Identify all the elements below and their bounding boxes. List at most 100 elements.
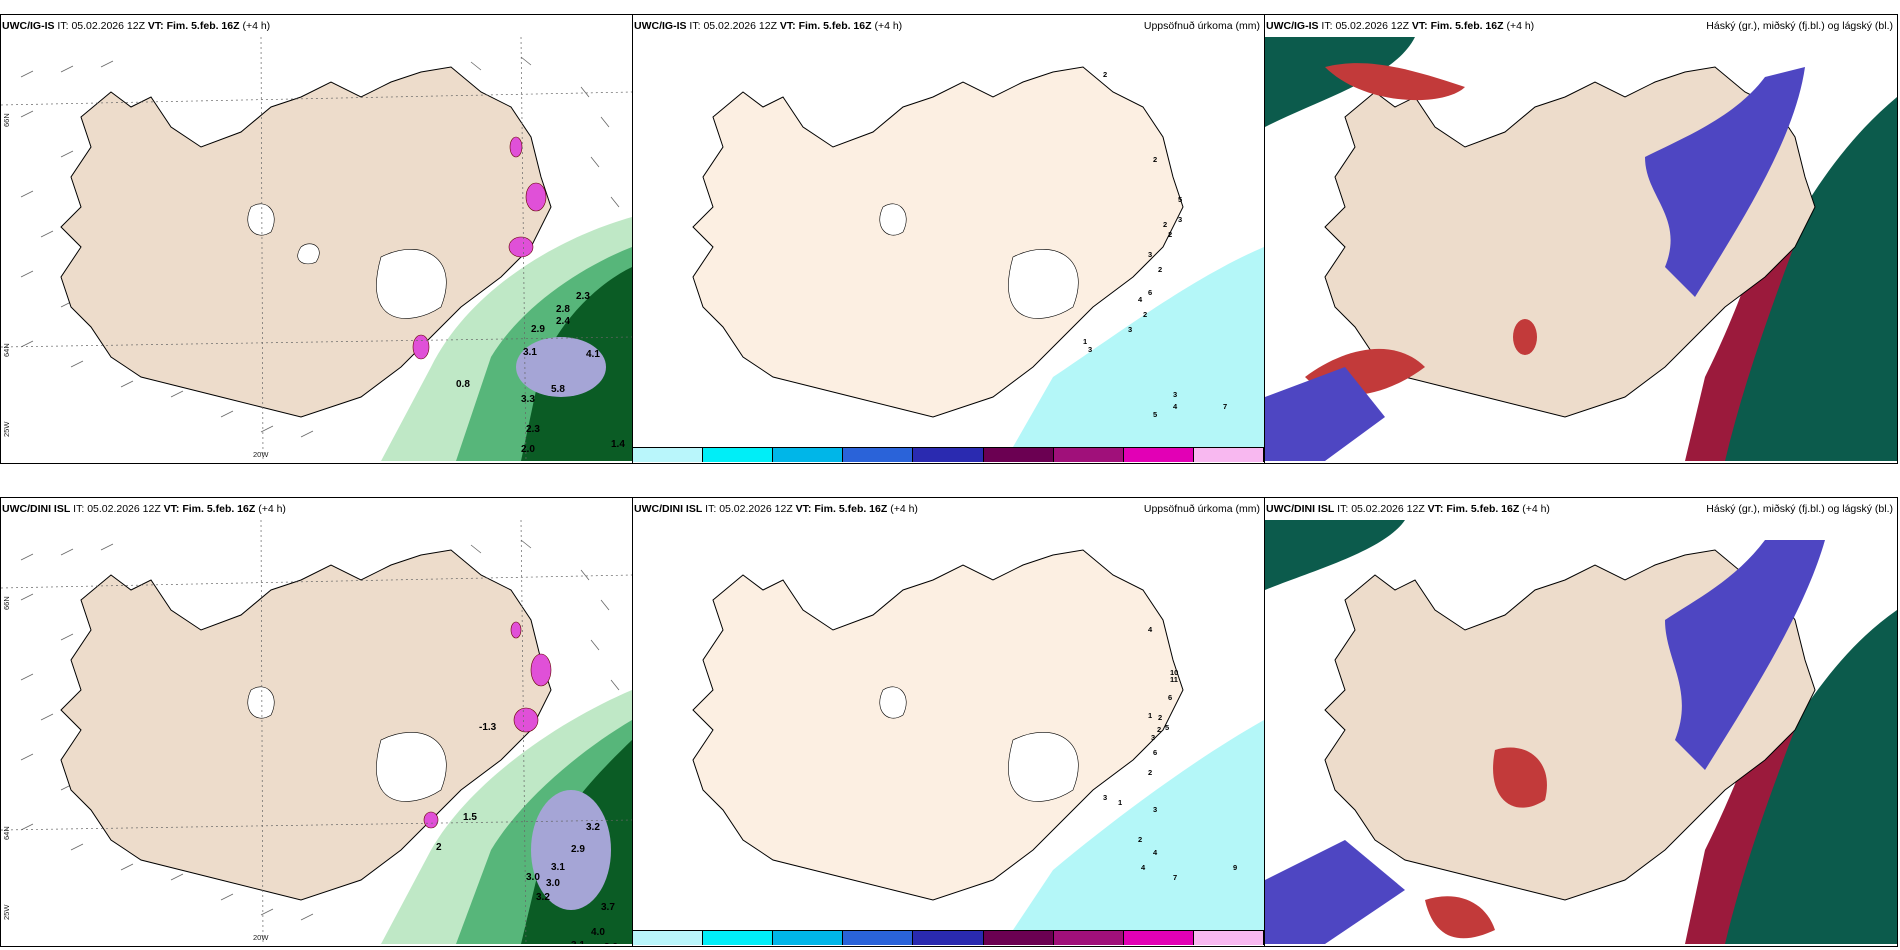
panel-header: UWC/DINI ISL IT: 05.02.2026 12Z VT: Fim.… [633, 498, 1264, 520]
temperature-label: 3.1 [523, 347, 537, 358]
cloud-red [1493, 747, 1547, 808]
cloud-map [1265, 37, 1897, 461]
cloud-mid [1265, 367, 1385, 461]
cloud-red [1425, 896, 1495, 939]
temperature-label: 2.9 [531, 324, 545, 335]
precip-label: 3 [1151, 733, 1155, 742]
snow-precip-pink [412, 136, 547, 360]
colorbar-swatch [1193, 931, 1264, 945]
precip-label: 2 [1168, 230, 1172, 239]
lat-label: 66N [2, 113, 11, 127]
lon-label: 25W [2, 421, 11, 437]
precip-label: 6 [1148, 288, 1152, 297]
colorbar-swatch [983, 448, 1054, 462]
precip-label: 3 [1173, 390, 1177, 399]
glaciers [247, 686, 447, 802]
colorbar-swatch [703, 448, 774, 462]
glaciers [247, 203, 447, 319]
precip-label: 6 [1168, 693, 1172, 702]
colorbar-swatch [1193, 448, 1264, 462]
temperature-label: 2.3 [576, 291, 590, 302]
colorbar-swatch [1123, 448, 1194, 462]
cloud-red [1325, 63, 1465, 101]
colorbar-label: 100 [980, 463, 993, 464]
colorbar-swatch [913, 448, 984, 462]
iceland-outline [692, 66, 1184, 418]
panel-header: UWC/IG-IS IT: 05.02.2026 12Z VT: Fim. 5.… [633, 15, 1264, 37]
precip-label: 1 [1148, 711, 1152, 720]
precip-label: 9 [1233, 863, 1237, 872]
colorbar-label: 25 [769, 463, 778, 464]
temperature-label: 3.2 [536, 892, 550, 903]
temperature-label: -1.3 [479, 722, 497, 733]
colorbar-label: 50 [839, 946, 848, 947]
temperature-label: 5.8 [551, 384, 565, 395]
colorbar-swatch [843, 931, 914, 945]
graticule [1, 520, 632, 944]
colorbar [633, 930, 1264, 945]
precip-label: 2 [1143, 310, 1147, 319]
precip-label: 3 [1148, 250, 1152, 259]
lon-label: 20W [253, 450, 269, 459]
temperature-label: 1.5 [463, 812, 477, 823]
temperature-label: 3.0 [604, 942, 618, 944]
cloud-mid [1645, 67, 1805, 297]
precip-label: 2 [1163, 220, 1167, 229]
lat-label: 64N [2, 826, 11, 840]
temperature-label: 4.1 [586, 349, 600, 360]
precip-label: 7 [1173, 873, 1177, 882]
row2-wind-temp-panel: UWC/DINI ISL IT: 05.02.2026 12Z VT: Fim.… [0, 497, 633, 947]
cloud-high [1265, 37, 1415, 127]
cloud-high [1705, 97, 1897, 461]
temperature-label: 3.1 [551, 862, 565, 873]
temperature-label: 3.3 [521, 394, 535, 405]
temperature-label: 2 [436, 842, 442, 853]
colorbar [633, 447, 1264, 462]
precip-label: 2 [1158, 713, 1162, 722]
wind-temp-map: 66N 64N 25W 20W -1.31.523.22.93.13.03.03… [1, 520, 632, 944]
temperature-label: 3.0 [546, 878, 560, 889]
cloud-mid [1265, 840, 1405, 944]
cloud-high [1705, 610, 1897, 944]
colorbar-label: 25 [769, 946, 778, 947]
precip-label: 5 [1165, 723, 1169, 732]
colorbar-label: 75 [909, 463, 918, 464]
lat-label: 66N [2, 596, 11, 610]
precip-label: 4 [1153, 848, 1158, 857]
cloud-red [1513, 319, 1537, 355]
colorbar-swatch [773, 448, 844, 462]
colorbar-swatch [983, 931, 1054, 945]
panel-header: UWC/IG-IS IT: 05.02.2026 12Z VT: Fim. 5.… [1, 15, 632, 37]
cloud-title: Háský (gr.), miðský (fj.bl.) og lágský (… [1706, 503, 1893, 515]
colorbar-swatch [633, 448, 704, 462]
colorbar-label: 50 [839, 463, 848, 464]
row2-cloud-panel: UWC/DINI ISL IT: 05.02.2026 12Z VT: Fim.… [1264, 497, 1898, 947]
precip-label: 3 [1088, 345, 1092, 354]
cloud-high [1265, 520, 1405, 590]
colorbar-label: 100 [980, 946, 993, 947]
precip-label: 5 [1178, 195, 1182, 204]
precip-label: 1 [1118, 798, 1122, 807]
temperature-label: 1.4 [611, 439, 625, 450]
precip-label: 7 [1223, 402, 1227, 411]
panel-header: UWC/IG-IS IT: 05.02.2026 12Z VT: Fim. 5.… [1265, 15, 1897, 37]
colorbar-swatch [703, 931, 774, 945]
temperature-label: 0.8 [456, 379, 470, 390]
precip-label: 6 [1153, 748, 1157, 757]
cloud-title: Háský (gr.), miðský (fj.bl.) og lágský (… [1706, 20, 1893, 32]
colorbar-label: 200 [1120, 946, 1133, 947]
precip-title: Uppsöfnuð úrkoma (mm) [1143, 20, 1260, 32]
precip-label: 3 [1128, 325, 1132, 334]
iceland-outline [60, 66, 552, 418]
temperature-label: 3.7 [601, 902, 615, 913]
colorbar-label: 200 [1120, 463, 1133, 464]
precip-label: 2 [1157, 725, 1161, 734]
precip-label: 11 [1170, 675, 1178, 684]
lon-label: 25W [2, 904, 11, 920]
temperature-label: 4.0 [591, 927, 605, 938]
precip-label: 2 [1103, 70, 1107, 79]
